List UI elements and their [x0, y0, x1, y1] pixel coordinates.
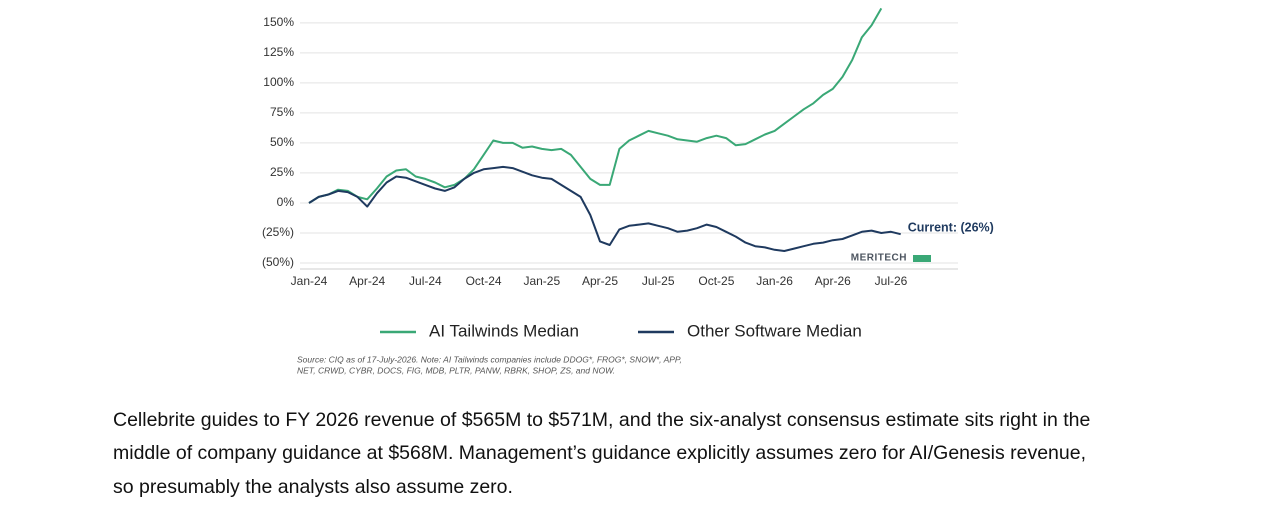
x-tick-label: Jul-25 — [642, 274, 675, 288]
x-tick-label: Apr-24 — [349, 274, 385, 288]
x-tick-label: Jul-24 — [409, 274, 442, 288]
y-tick-label: 150% — [263, 15, 294, 29]
y-tick-label: 125% — [263, 45, 294, 59]
series-line — [308, 7, 883, 204]
series-line — [308, 165, 901, 252]
paragraph-line: so presumably the analysts also assume z… — [113, 476, 513, 498]
x-tick-label: Jan-25 — [523, 274, 560, 288]
y-tick-label: 0% — [277, 195, 295, 209]
x-tick-label: Oct-24 — [466, 274, 502, 288]
y-tick-label: 50% — [270, 135, 294, 149]
x-tick-label: Jan-24 — [291, 274, 328, 288]
paragraph-line: middle of company guidance at $568M. Man… — [113, 442, 1087, 464]
annotation: Current: (26%) — [908, 220, 994, 234]
source-note: NET, CRWD, CYBR, DOCS, FIG, MDB, PLTR, P… — [297, 365, 615, 375]
paragraph-line: Cellebrite guides to FY 2026 revenue of … — [113, 409, 1091, 431]
x-tick-label: Oct-25 — [698, 274, 734, 288]
plot-area — [308, 7, 901, 252]
x-tick-label: Jan-26 — [756, 274, 793, 288]
y-tick-label: 75% — [270, 105, 294, 119]
y-tick-label: (25%) — [262, 225, 294, 239]
logo: MERITECH — [851, 253, 907, 264]
source-note: Source: CIQ as of 17-July-2026. Note: AI… — [297, 354, 682, 364]
x-tick-label: Jul-26 — [875, 274, 908, 288]
legend-label: AI Tailwinds Median — [429, 321, 579, 340]
logo-mark — [913, 255, 931, 262]
y-tick-label: 100% — [263, 75, 294, 89]
y-tick-label: 25% — [270, 165, 294, 179]
x-tick-label: Apr-26 — [815, 274, 851, 288]
legend-label: Other Software Median — [687, 321, 862, 340]
x-tick-label: Apr-25 — [582, 274, 618, 288]
y-tick-label: (50%) — [262, 255, 294, 269]
chart: (50%) (25%) 0% 25% 50% 75% 100% 125% 150% Jan-24 A… — [262, 7, 994, 375]
